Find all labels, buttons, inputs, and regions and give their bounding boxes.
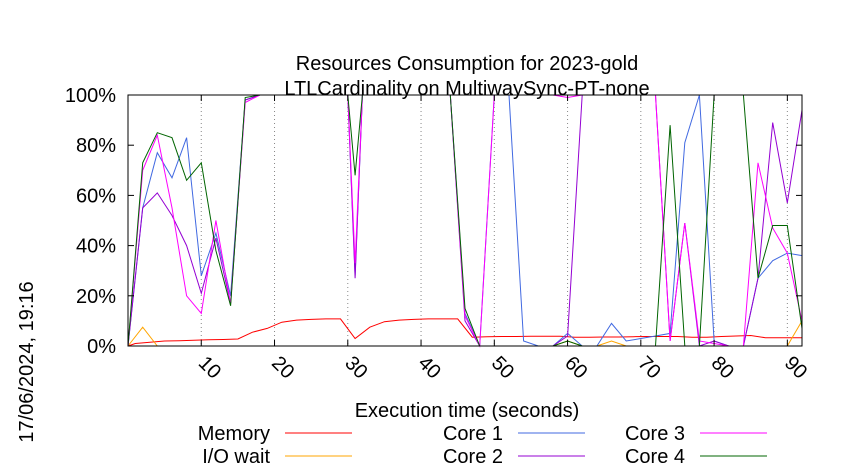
series-line-memory [127,318,802,347]
y-tick-label: 0% [87,336,116,358]
x-tick-label: 50 [487,352,518,383]
chart-subtitle: LTLCardinality on MultiwaySync-PT-none [284,78,649,100]
x-tick-label: 10 [194,352,225,383]
series-lines [127,94,803,348]
timestamp-label: 17/06/2024, 19:16 [16,281,38,442]
legend-label-core-4: Core 4 [625,446,685,468]
y-tick-label: 60% [76,185,116,207]
x-tick-label: 40 [414,352,445,383]
legend-label-core-1: Core 1 [443,423,503,445]
x-axis-label: Execution time (seconds) [355,400,580,422]
legend-label-core-2: Core 2 [443,446,503,468]
x-axis-ticks: 10 20 30 40 50 60 70 80 90 [194,95,811,383]
chart-title: Resources Consumption for 2023-gold [296,53,638,75]
x-tick-label: 90 [780,352,811,383]
x-tick-label: 80 [707,352,738,383]
plot-frame [127,94,803,347]
y-tick-label: 100% [65,85,116,107]
legend-label-core-3: Core 3 [625,423,685,445]
x-tick-label: 20 [267,352,298,383]
legend-label-i-o-wait: I/O wait [202,446,270,468]
legend-label-memory: Memory [198,423,270,445]
y-tick-label: 40% [76,236,116,258]
y-tick-label: 80% [76,135,116,157]
y-tick-label: 20% [76,286,116,308]
x-tick-label: 60 [560,352,591,383]
y-axis-ticks: 0% 20% 40% 60% 80% 100% [65,85,802,358]
series-line-core-4 [127,94,803,347]
x-tick-label: 70 [633,352,664,383]
grid [200,95,788,346]
x-tick-label: 30 [340,352,371,383]
